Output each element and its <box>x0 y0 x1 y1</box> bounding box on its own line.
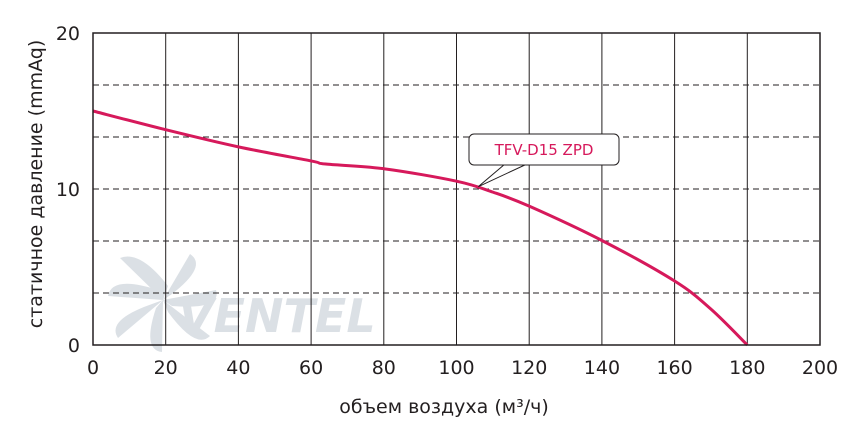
watermark-text: VENTEL <box>178 289 376 343</box>
x-tick-label: 200 <box>802 357 838 379</box>
y-tick-label: 10 <box>56 179 80 201</box>
x-tick-label: 120 <box>511 357 547 379</box>
x-tick-label: 60 <box>299 357 323 379</box>
x-tick-label: 20 <box>154 357 178 379</box>
x-tick-label: 40 <box>226 357 250 379</box>
y-axis-label: статичное давление (mmAq) <box>25 40 47 328</box>
watermark-fan-icon <box>108 254 217 352</box>
x-tick-label: 100 <box>438 357 474 379</box>
x-tick-label: 140 <box>584 357 620 379</box>
callout-box <box>468 133 620 166</box>
x-tick-label: 160 <box>656 357 692 379</box>
x-tick-label: 0 <box>87 357 99 379</box>
x-tick-label: 180 <box>729 357 765 379</box>
watermark: VENTEL <box>108 254 376 352</box>
tick-labels: 0 20 40 60 80 100 120 140 160 180 200 0 10 20 <box>56 23 838 379</box>
y-tick-label: 0 <box>68 335 80 357</box>
grid <box>93 33 820 345</box>
x-axis-label: объем воздуха (м³/ч) <box>339 396 548 418</box>
series-layer <box>92 109 749 347</box>
series-label: TFV-D15 ZPD <box>494 141 594 159</box>
x-tick-label: 80 <box>372 357 396 379</box>
y-tick-label: 20 <box>56 23 80 45</box>
series-line <box>92 109 749 347</box>
plot-frame <box>92 32 821 346</box>
series-callout: TFV-D15 ZPD <box>468 133 620 188</box>
callout-pointer <box>477 163 528 188</box>
